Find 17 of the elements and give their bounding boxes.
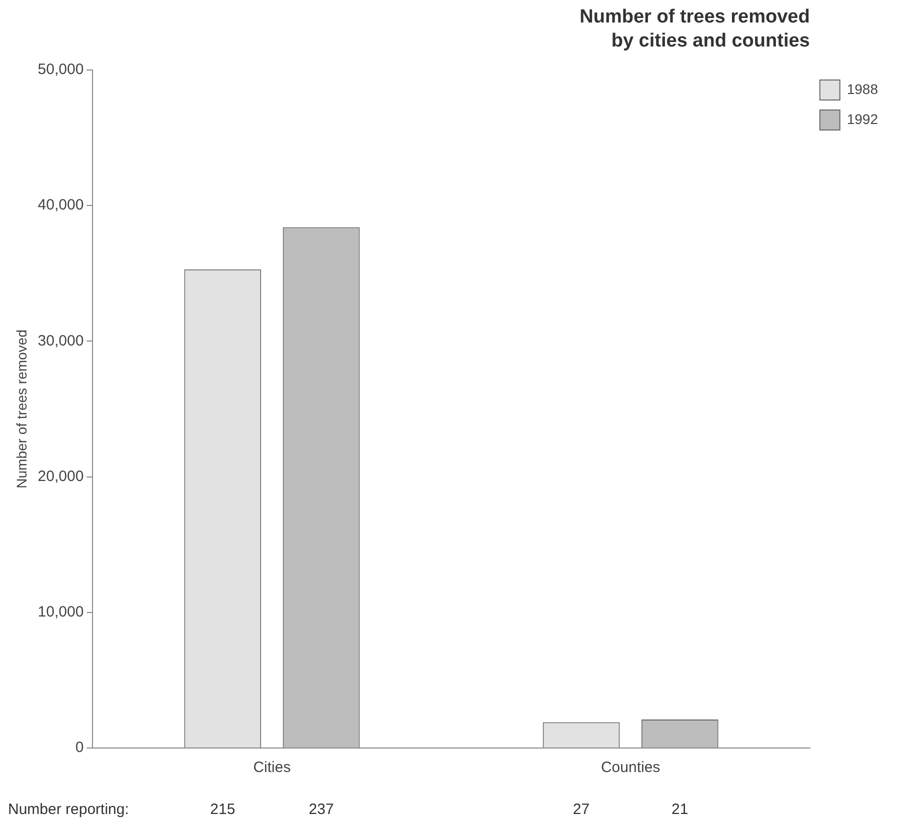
text: 27: [572, 801, 590, 818]
y-tick-label: 30,000: [38, 332, 84, 350]
y-tick-label: 0: [75, 739, 84, 756]
y-tick-label: 40,000: [38, 196, 84, 214]
y-tick-label: 20,000: [38, 468, 84, 485]
text: 21: [672, 801, 688, 818]
text: Number reporting:: [8, 801, 129, 818]
y-tick-label: 10,000: [38, 604, 84, 621]
text: 215: [210, 801, 236, 818]
y-tick-label: 50,000: [38, 61, 84, 78]
chart-title: Number of trees removed by cities and counties: [580, 6, 810, 52]
legend-label: 1988: [846, 80, 878, 97]
legend-label: 1992: [846, 110, 878, 127]
text: 237: [308, 801, 334, 818]
y-axis-title: Number of trees removed: [13, 330, 30, 488]
x-tick-label: Counties: [600, 759, 660, 776]
x-tick-label: Cities: [253, 759, 291, 776]
